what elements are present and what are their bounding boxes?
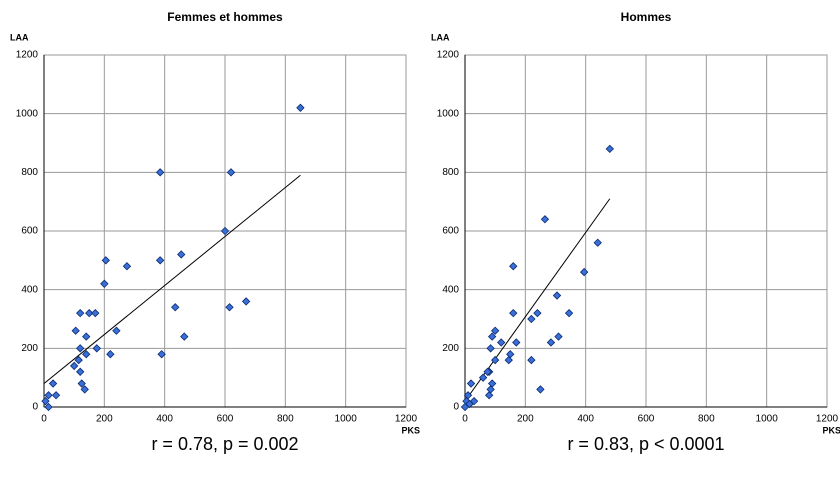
y-tick-label: 400 [21, 284, 38, 295]
y-tick-label: 600 [21, 226, 38, 237]
y-tick-label: 1000 [16, 108, 39, 119]
x-tick-label: 600 [638, 414, 655, 425]
x-tick-label: 600 [217, 414, 234, 425]
x-tick-label: 1000 [756, 414, 779, 425]
point [564, 308, 574, 318]
x-tick-label: 400 [156, 414, 173, 425]
y-tick-label: 400 [442, 284, 459, 295]
annotation: r = 0.83, p < 0.0001 [567, 434, 724, 454]
point [509, 308, 518, 318]
point [71, 326, 80, 335]
point [478, 373, 488, 382]
point [180, 332, 189, 341]
point [533, 308, 542, 318]
point [82, 350, 91, 359]
point [106, 350, 115, 359]
trend-line [43, 174, 301, 384]
point [220, 226, 230, 236]
x-tick-label: 200 [517, 414, 534, 425]
point [527, 355, 536, 365]
point [486, 344, 495, 353]
point [546, 338, 556, 347]
point [76, 308, 85, 318]
point [225, 303, 234, 312]
x-tick-label: 800 [277, 414, 294, 425]
point [82, 332, 91, 341]
point [101, 256, 111, 265]
point [77, 379, 86, 388]
x-tick-label: 1200 [395, 414, 418, 425]
point [512, 338, 521, 347]
point [579, 267, 589, 277]
point [44, 391, 53, 400]
point [491, 355, 500, 365]
point [155, 256, 165, 265]
x-tick-label: 400 [577, 414, 594, 425]
y-tick-label: 1000 [437, 108, 460, 119]
point [76, 344, 85, 353]
x-tick-label: 0 [462, 414, 468, 425]
point [74, 355, 83, 365]
point [112, 326, 121, 335]
point [552, 291, 562, 300]
point [48, 379, 58, 388]
point [527, 314, 536, 324]
point [41, 396, 50, 406]
point [171, 303, 180, 312]
point [92, 344, 101, 353]
y-axis-label: LAA [10, 32, 29, 42]
point [177, 250, 186, 259]
x-tick-label: 1200 [816, 414, 839, 425]
point [509, 262, 518, 271]
point [226, 168, 236, 177]
point [51, 391, 61, 400]
y-tick-label: 800 [21, 167, 38, 178]
point [487, 332, 497, 341]
chart-title: Hommes [621, 10, 672, 24]
point [70, 361, 79, 371]
point [605, 144, 614, 154]
point [483, 367, 492, 376]
x-axis-label: PKS [401, 425, 420, 435]
point [540, 215, 550, 224]
point [504, 355, 513, 365]
point [80, 385, 89, 394]
point [44, 402, 53, 412]
y-tick-label: 200 [442, 343, 459, 354]
point [296, 103, 305, 112]
point [536, 385, 545, 394]
point [465, 399, 474, 409]
point [466, 379, 476, 388]
point [100, 279, 109, 288]
chart-title: Femmes et hommes [167, 10, 283, 24]
point [241, 297, 251, 306]
point [76, 367, 85, 376]
y-tick-label: 800 [442, 167, 459, 178]
y-axis-label: LAA [431, 32, 450, 42]
point [593, 238, 602, 247]
x-tick-label: 1000 [335, 414, 358, 425]
y-tick-label: 200 [21, 343, 38, 354]
x-axis-label: PKS [822, 425, 840, 435]
annotation: r = 0.78, p = 0.002 [151, 434, 298, 454]
x-tick-label: 0 [41, 414, 47, 425]
point [155, 168, 165, 177]
y-tick-label: 1200 [16, 50, 39, 61]
point [497, 338, 506, 347]
point [85, 308, 94, 318]
y-tick-label: 1200 [437, 50, 460, 61]
y-tick-label: 0 [453, 402, 459, 413]
point [122, 262, 132, 271]
x-tick-label: 200 [96, 414, 113, 425]
y-tick-label: 0 [32, 402, 38, 413]
point [91, 308, 100, 318]
y-tick-label: 600 [442, 226, 459, 237]
point [157, 350, 166, 359]
x-tick-label: 800 [698, 414, 715, 425]
point [484, 391, 494, 400]
point [554, 332, 563, 341]
trend-line [464, 198, 611, 402]
point [491, 326, 500, 335]
